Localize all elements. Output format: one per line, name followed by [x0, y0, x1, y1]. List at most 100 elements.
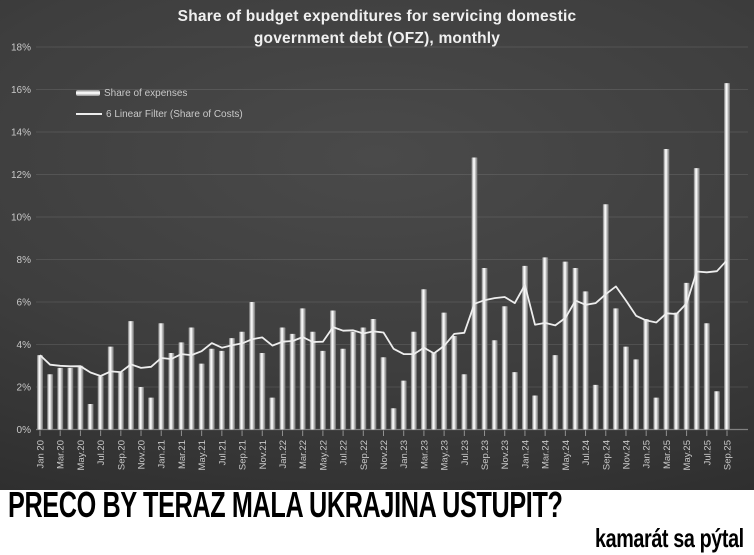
- y-axis-label: 8%: [17, 255, 32, 266]
- x-axis-label: Mar.21: [177, 440, 188, 469]
- line-swatch-icon: [76, 113, 102, 115]
- y-axis-label: 12%: [11, 170, 31, 181]
- chart-title: Share of budget expenditures for servici…: [0, 6, 754, 51]
- legend-bars-label: Share of expenses: [104, 87, 188, 99]
- bar: [410, 331, 417, 430]
- bar: [47, 374, 54, 430]
- bar: [259, 353, 266, 430]
- bar: [602, 204, 609, 430]
- bar: [350, 331, 357, 430]
- bar: [572, 268, 579, 430]
- bar: [97, 376, 104, 430]
- x-axis-label: Nov.20: [137, 440, 148, 469]
- bar: [683, 282, 690, 430]
- bar: [360, 327, 367, 430]
- bar: [329, 310, 336, 430]
- legend-item-bars: Share of expenses: [76, 87, 243, 99]
- x-axis-label: Jan 20: [36, 440, 47, 469]
- bar: [592, 384, 599, 430]
- bar: [239, 331, 246, 430]
- x-axis-label: Mar.25: [662, 440, 673, 469]
- bar: [542, 257, 549, 430]
- bar: [117, 372, 124, 430]
- bar: [622, 346, 629, 430]
- x-axis-label: Jan.25: [642, 440, 653, 469]
- x-axis-label: Jan.22: [278, 440, 289, 469]
- x-axis-label: May.25: [682, 440, 693, 470]
- x-axis-label: Sep.22: [359, 440, 370, 470]
- bar: [87, 404, 94, 430]
- bar: [279, 327, 286, 430]
- bar: [552, 355, 559, 430]
- x-axis-label: Jul.21: [217, 440, 228, 465]
- x-axis-label: Mar.22: [298, 440, 309, 469]
- legend-line-label: 6 Linear Filter (Share of Costs): [106, 108, 243, 120]
- bar: [693, 168, 700, 430]
- x-axis-label: May.22: [318, 440, 329, 470]
- chart-canvas: Share of budget expenditures for servici…: [0, 0, 754, 490]
- bar: [299, 308, 306, 430]
- bar: [158, 323, 165, 430]
- bar: [582, 291, 589, 430]
- x-axis-label: Nov.22: [379, 440, 390, 469]
- bar: [228, 338, 235, 430]
- bar: [340, 348, 347, 430]
- x-axis-label: Sep.21: [238, 440, 249, 470]
- trend-line: [39, 259, 728, 377]
- y-axis-label: 0%: [17, 425, 32, 436]
- caption-subline: kamarát sa pýtal: [595, 523, 744, 553]
- bar: [400, 380, 407, 430]
- bar: [511, 372, 518, 430]
- bar: [390, 408, 397, 430]
- bar: [461, 374, 468, 430]
- bar: [643, 319, 650, 430]
- chart-plot: 18% 16% 14% 12% 10% 8% 6% 4% 2% 0% Jan 20 Mar.20 May…: [11, 43, 748, 470]
- y-axis-label: 6%: [17, 298, 32, 309]
- bar: [148, 397, 155, 430]
- bar: [269, 397, 276, 430]
- legend-item-line: 6 Linear Filter (Share of Costs): [76, 108, 243, 120]
- x-axis-label: Sep.25: [723, 440, 734, 470]
- chart-title-line1: Share of budget expenditures for servici…: [177, 8, 577, 25]
- x-axis-label: May.21: [197, 440, 208, 470]
- bar: [249, 302, 256, 430]
- bar: [208, 348, 215, 430]
- caption-band: PREČO BY TERAZ MALA UKRAJINA USTÚPIŤ? ka…: [0, 490, 754, 555]
- x-axis-label: Nov.24: [621, 440, 632, 469]
- x-axis-label: Sep.23: [480, 440, 491, 470]
- bar: [633, 359, 640, 430]
- y-axis-label: 16%: [11, 85, 31, 96]
- x-axis-label: Jul.24: [581, 440, 592, 465]
- bar: [441, 312, 448, 430]
- bar: [188, 327, 195, 430]
- bar: [431, 353, 438, 430]
- legend: Share of expenses 6 Linear Filter (Share…: [76, 87, 243, 129]
- x-axis-label: Jan.24: [520, 440, 531, 469]
- bar: [57, 367, 64, 430]
- bar: [178, 342, 185, 430]
- bar: [562, 261, 569, 430]
- bar: [653, 397, 660, 430]
- y-axis-label: 14%: [11, 128, 31, 139]
- chart-title-line2: government debt (OFZ), monthly: [253, 30, 501, 48]
- y-axis-label: 18%: [11, 43, 31, 54]
- x-axis-label: Jul.25: [702, 440, 713, 465]
- bar-swatch-icon: [76, 90, 100, 96]
- x-axis-label: Jul.23: [460, 440, 471, 465]
- bar: [168, 353, 175, 430]
- x-axis-label: Jul.20: [96, 440, 107, 465]
- x-axis-label: May.20: [76, 440, 87, 470]
- x-axis-label: Nov.23: [500, 440, 511, 469]
- bar: [713, 391, 720, 430]
- x-axis-label: Mar.20: [56, 440, 67, 469]
- bar: [37, 355, 43, 430]
- bar: [380, 357, 387, 430]
- bar: [127, 321, 134, 430]
- bar: [703, 323, 710, 430]
- x-axis-label: Jan.21: [157, 440, 168, 469]
- bar: [491, 340, 498, 430]
- bar: [532, 395, 539, 430]
- bar: [471, 157, 478, 430]
- bar: [319, 350, 326, 430]
- bar: [107, 346, 114, 430]
